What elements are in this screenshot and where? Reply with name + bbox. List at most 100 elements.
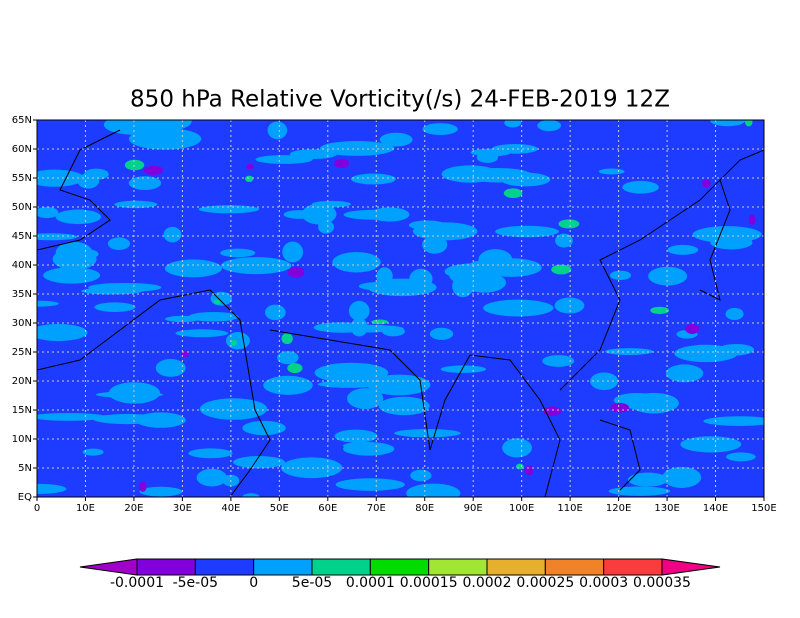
colorbar-label: 0.00025 bbox=[516, 575, 574, 591]
field-patch bbox=[608, 486, 671, 496]
field-patch bbox=[94, 302, 136, 312]
field-patch bbox=[748, 214, 756, 225]
field-patch bbox=[667, 244, 699, 255]
title: 850 hPa Relative Vorticity(/s) 24-FEB-20… bbox=[130, 87, 670, 113]
colorbar-label: 5e-05 bbox=[292, 575, 332, 591]
field-patch bbox=[622, 180, 659, 194]
field-patch bbox=[610, 403, 630, 413]
field-patch bbox=[281, 333, 293, 345]
field-patch bbox=[139, 486, 183, 497]
field-patch bbox=[332, 251, 381, 273]
field-patch bbox=[429, 327, 454, 340]
field-patch bbox=[82, 448, 104, 456]
field-patch bbox=[245, 175, 254, 182]
coastlines bbox=[37, 129, 764, 497]
field-patch bbox=[554, 297, 585, 314]
field-patch bbox=[221, 257, 292, 275]
colorbar-box bbox=[136, 558, 196, 576]
field-patch bbox=[371, 319, 389, 325]
field-patch bbox=[37, 169, 84, 187]
field-patch bbox=[155, 358, 186, 377]
field-patch bbox=[143, 165, 163, 176]
field-patch bbox=[246, 163, 254, 170]
field-patch bbox=[555, 233, 573, 248]
field-patch bbox=[135, 412, 186, 428]
lat-tick-label: 60N bbox=[12, 144, 32, 155]
field-patch bbox=[412, 222, 478, 241]
lat-tick-label: 65N bbox=[12, 115, 32, 126]
field-patch bbox=[406, 483, 461, 497]
lon-tick-label: 30E bbox=[173, 503, 192, 514]
field-patch bbox=[347, 388, 384, 409]
field-patch bbox=[267, 121, 288, 140]
field-patch bbox=[314, 362, 389, 383]
field-patch bbox=[440, 365, 487, 373]
colorbar-label: 0.0001 bbox=[346, 575, 395, 591]
field-patch bbox=[283, 210, 315, 219]
field-patch bbox=[627, 472, 669, 487]
field-patch bbox=[55, 209, 102, 225]
field-patch bbox=[662, 466, 702, 488]
field-patch bbox=[149, 130, 171, 138]
lat-tick-label: 30N bbox=[12, 318, 32, 329]
field-patch bbox=[410, 469, 432, 482]
colorbar-label: -5e-05 bbox=[173, 575, 218, 591]
lon-tick-label: 100E bbox=[509, 503, 534, 514]
colorbar-label: 0.0002 bbox=[463, 575, 512, 591]
field-patch bbox=[319, 141, 395, 156]
field-patch bbox=[242, 493, 260, 497]
colorbar-label: 0.0003 bbox=[579, 575, 628, 591]
field-patch bbox=[188, 312, 239, 322]
colorbar-label: 0.00015 bbox=[400, 575, 458, 591]
field-patch bbox=[710, 120, 746, 127]
field-patch bbox=[282, 241, 304, 263]
field-patch bbox=[128, 176, 162, 191]
lat-tick-label: 45N bbox=[12, 231, 32, 242]
field-patch bbox=[287, 363, 303, 374]
lon-tick-label: 90E bbox=[464, 503, 483, 514]
lon-tick-label: 120E bbox=[606, 503, 631, 514]
lon-tick-label: 110E bbox=[557, 503, 582, 514]
field-patch bbox=[163, 226, 182, 243]
field-patch bbox=[503, 188, 523, 199]
field-patch bbox=[139, 481, 147, 492]
field-patch bbox=[551, 264, 572, 275]
lat-tick-label: 35N bbox=[12, 289, 32, 300]
field-patch bbox=[37, 233, 78, 241]
lon-tick-label: 80E bbox=[415, 503, 434, 514]
lon-tick-label: 20E bbox=[124, 503, 143, 514]
field-patch bbox=[81, 287, 143, 295]
lat-tick-label: 5N bbox=[18, 463, 32, 474]
colorbar-box bbox=[544, 558, 605, 576]
field-patch bbox=[188, 448, 233, 459]
field-patch bbox=[175, 329, 229, 338]
field-patch bbox=[37, 300, 59, 307]
field-patch bbox=[609, 270, 632, 281]
field-patch bbox=[504, 120, 522, 128]
colorbar-box bbox=[253, 558, 313, 576]
lon-tick-label: 140E bbox=[703, 503, 728, 514]
colorbar-box bbox=[369, 558, 430, 576]
field-patch bbox=[598, 168, 625, 175]
field-patch bbox=[665, 364, 704, 383]
field-patch bbox=[230, 339, 237, 346]
field-patch bbox=[685, 323, 700, 334]
field-patch bbox=[537, 120, 562, 132]
lon-tick-label: 70E bbox=[367, 503, 386, 514]
field-patch bbox=[164, 259, 222, 278]
field-patch bbox=[358, 282, 398, 291]
field-patch bbox=[476, 152, 499, 163]
field-patch bbox=[263, 375, 313, 395]
colorbar-label: 0.00035 bbox=[633, 575, 691, 591]
field-patch bbox=[342, 442, 386, 450]
field-patch bbox=[108, 382, 161, 404]
field-patch bbox=[464, 265, 531, 274]
field-patch bbox=[350, 173, 396, 185]
field-patch bbox=[198, 205, 260, 214]
field-patch bbox=[495, 225, 559, 238]
field-patch bbox=[703, 416, 764, 426]
lat-tick-label: 15N bbox=[12, 405, 32, 416]
field-patch bbox=[701, 179, 711, 188]
field-patch bbox=[264, 304, 286, 321]
